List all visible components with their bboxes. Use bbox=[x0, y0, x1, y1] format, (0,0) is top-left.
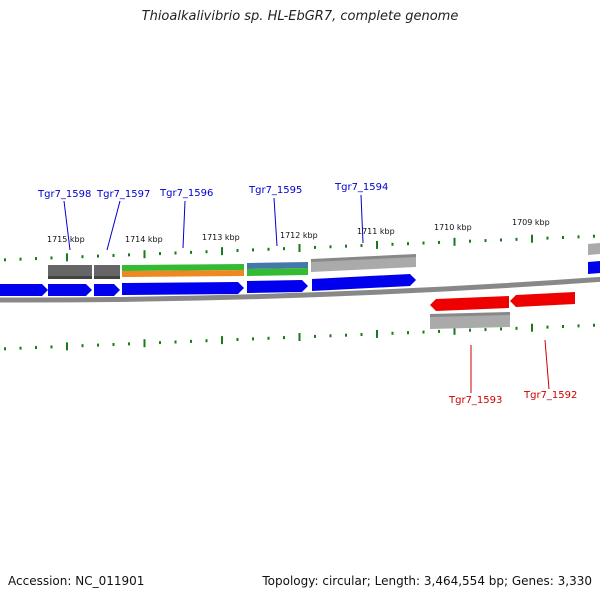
gene-label-tgr7-1592[interactable]: Tgr7_1592 bbox=[523, 390, 577, 401]
forward-gene-labels: Tgr7_1598 Tgr7_1597 Tgr7_1596 Tgr7_1595 … bbox=[37, 182, 388, 200]
gene-arrow[interactable] bbox=[0, 284, 48, 296]
kbp-label-1712: 1712 kbp bbox=[280, 231, 318, 240]
feature-block bbox=[588, 243, 600, 255]
feature-block-green bbox=[122, 264, 244, 271]
gene-label-tgr7-1595[interactable]: Tgr7_1595 bbox=[248, 185, 302, 196]
gene-label-tgr7-1598[interactable]: Tgr7_1598 bbox=[37, 189, 91, 200]
scale-ticks-top bbox=[4, 234, 595, 262]
feature-block-orange bbox=[122, 270, 244, 277]
gene-arrow-tgr7-1593[interactable] bbox=[430, 296, 509, 311]
genome-backbone bbox=[0, 276, 600, 303]
kbp-labels: 1715 kbp 1714 kbp 1713 kbp 1712 kbp 1711… bbox=[47, 218, 550, 244]
feature-block bbox=[430, 312, 510, 329]
feature-block-green bbox=[247, 268, 308, 276]
feature-block-steelblue bbox=[247, 262, 308, 269]
feature-block bbox=[94, 265, 120, 279]
kbp-label-1709: 1709 kbp bbox=[512, 218, 550, 227]
gene-label-tgr7-1593[interactable]: Tgr7_1593 bbox=[448, 395, 502, 406]
gene-label-tgr7-1596[interactable]: Tgr7_1596 bbox=[159, 188, 213, 199]
scale-ticks-bottom bbox=[4, 323, 595, 351]
kbp-label-1714: 1714 kbp bbox=[125, 235, 163, 244]
reverse-genes bbox=[430, 292, 575, 311]
gene-label-tgr7-1594[interactable]: Tgr7_1594 bbox=[334, 182, 388, 193]
kbp-label-1715: 1715 kbp bbox=[47, 235, 85, 244]
accession-text: Accession: NC_011901 bbox=[8, 574, 145, 588]
page-title: Thioalkalivibrio sp. HL-EbGR7, complete … bbox=[141, 9, 459, 24]
reverse-gene-labels: Tgr7_1593 Tgr7_1592 bbox=[448, 390, 577, 406]
feature-track bbox=[48, 243, 600, 329]
kbp-label-1711: 1711 kbp bbox=[357, 227, 395, 236]
label-leaders bbox=[63, 194, 550, 393]
feature-block bbox=[48, 265, 92, 279]
gene-arrow[interactable] bbox=[588, 261, 600, 274]
gene-label-tgr7-1597[interactable]: Tgr7_1597 bbox=[96, 189, 150, 200]
kbp-label-1713: 1713 kbp bbox=[202, 233, 240, 242]
feature-block bbox=[311, 254, 416, 272]
kbp-label-1710: 1710 kbp bbox=[434, 223, 472, 232]
gene-arrow[interactable] bbox=[48, 284, 92, 296]
gene-arrow-tgr7-1597[interactable] bbox=[94, 284, 120, 296]
gene-arrow-tgr7-1594[interactable] bbox=[312, 274, 416, 291]
gene-arrow-tgr7-1596[interactable] bbox=[122, 282, 244, 295]
forward-genes bbox=[0, 261, 600, 296]
gene-arrow-tgr7-1595[interactable] bbox=[247, 280, 308, 293]
gene-arrow-tgr7-1592[interactable] bbox=[510, 292, 575, 307]
genome-summary-text: Topology: circular; Length: 3,464,554 bp… bbox=[262, 574, 592, 588]
